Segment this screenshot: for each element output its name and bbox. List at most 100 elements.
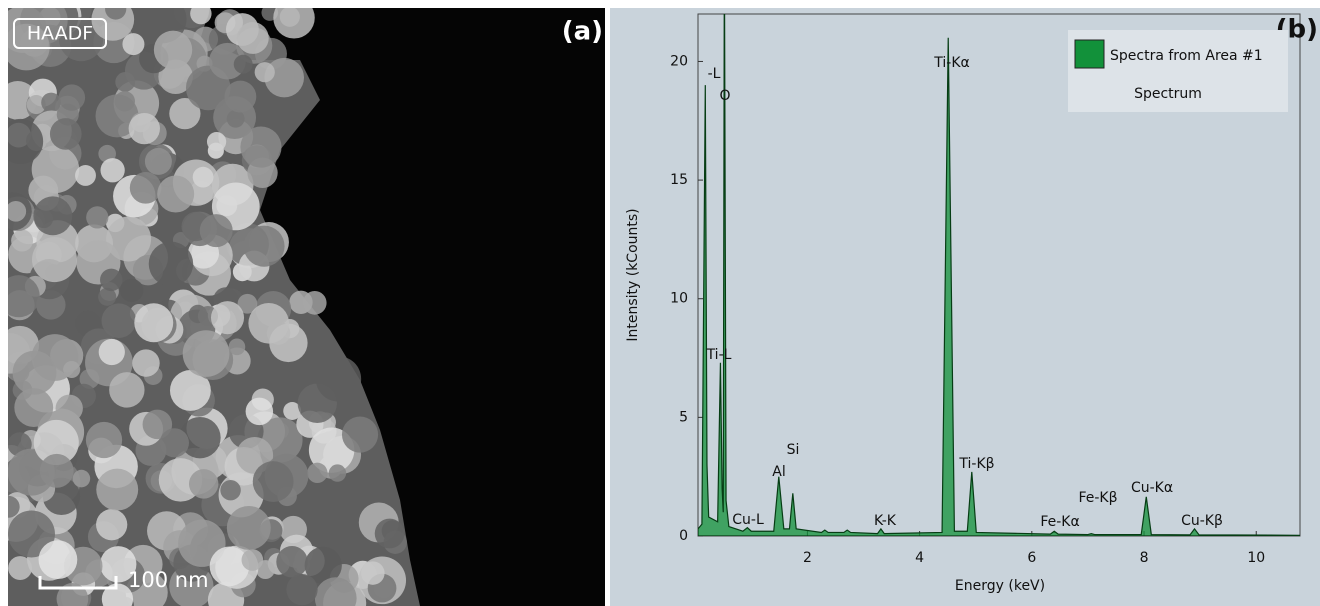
grain: [95, 94, 139, 138]
grain: [158, 59, 193, 95]
grain: [276, 546, 308, 578]
grain: [209, 546, 250, 587]
legend: [1068, 30, 1288, 112]
grain: [134, 303, 174, 343]
peak-label: Al: [772, 464, 785, 480]
grain: [236, 22, 269, 54]
grain: [26, 95, 46, 115]
grain: [14, 388, 54, 427]
grain: [59, 17, 104, 62]
grain: [307, 462, 328, 484]
x-tick-label: 2: [803, 550, 812, 566]
grain: [75, 165, 96, 186]
grain: [96, 509, 128, 541]
grain: [109, 372, 145, 408]
grain: [264, 57, 305, 98]
grain: [361, 561, 385, 585]
grain: [38, 540, 78, 580]
grain: [224, 80, 257, 113]
grain: [31, 237, 78, 283]
grain: [8, 510, 55, 558]
peak-label: Cu-L: [732, 512, 764, 528]
grain: [106, 216, 152, 262]
grain: [8, 556, 33, 581]
grain: [98, 287, 117, 306]
grain: [41, 92, 61, 113]
peak-label: Cu-Kβ: [1181, 513, 1223, 529]
grain: [144, 147, 172, 175]
grain: [169, 98, 201, 130]
y-tick-label: 15: [670, 172, 688, 188]
grain: [128, 112, 160, 145]
grain: [33, 419, 79, 466]
peak-label: Ti-Kβ: [958, 456, 994, 472]
grain: [115, 72, 136, 92]
grain: [252, 461, 294, 502]
x-tick-label: 6: [1027, 550, 1036, 566]
y-tick-label: 5: [679, 409, 688, 425]
grain: [179, 416, 221, 459]
grain: [210, 301, 245, 335]
grain: [226, 109, 245, 128]
grain: [98, 338, 125, 366]
grain: [120, 278, 144, 303]
grain: [314, 577, 357, 606]
grain: [237, 293, 258, 314]
spectrum-area: [698, 14, 1300, 536]
grain: [100, 546, 137, 583]
grain: [148, 241, 194, 287]
grain: [8, 118, 44, 165]
y-tick-label: 0: [679, 528, 688, 544]
peak-label: Fe-Kβ: [1078, 490, 1117, 506]
grain: [192, 166, 214, 188]
grain: [91, 8, 135, 41]
grain: [341, 416, 379, 453]
legend-label: Spectra from Area #1: [1110, 48, 1263, 64]
grain: [240, 126, 282, 168]
grain: [105, 8, 127, 20]
legend-subtitle: Spectrum: [1134, 86, 1202, 102]
grain: [315, 356, 362, 402]
peak-label: Fe-Kα: [1040, 514, 1079, 530]
grain: [248, 302, 290, 344]
grain: [72, 469, 91, 488]
grain: [226, 505, 271, 550]
grain: [241, 549, 264, 571]
grain: [122, 33, 145, 56]
grain: [142, 409, 173, 440]
peak-label: O: [719, 88, 730, 104]
peak-label: Ti-Kα: [933, 55, 969, 71]
grain: [8, 275, 40, 318]
panel-label: (a): [562, 17, 603, 47]
grain: [233, 54, 253, 74]
grain: [86, 206, 109, 229]
grain: [132, 349, 160, 377]
grain: [254, 62, 275, 83]
grain: [245, 397, 274, 426]
peak-label: K-K: [874, 513, 897, 529]
x-tick-label: 4: [915, 550, 924, 566]
peak-label: -L: [708, 66, 721, 82]
grain: [273, 8, 315, 39]
grain: [228, 338, 246, 356]
grain: [206, 132, 227, 152]
y-tick-label: 10: [670, 291, 688, 307]
x-tick-label: 8: [1140, 550, 1149, 566]
peak-label: Si: [787, 442, 800, 458]
grain: [85, 421, 123, 459]
y-axis-title: Intensity (kCounts): [625, 208, 641, 341]
grain: [220, 479, 241, 501]
scale-bar: [38, 576, 118, 590]
grain: [101, 303, 137, 338]
grain: [39, 453, 74, 488]
particles: [8, 8, 420, 606]
grain: [11, 229, 34, 252]
grain: [182, 330, 230, 377]
grain: [190, 8, 212, 25]
grain: [96, 468, 139, 511]
grain: [33, 196, 73, 236]
grain: [100, 158, 125, 183]
grain: [157, 175, 195, 213]
grain: [169, 370, 211, 411]
